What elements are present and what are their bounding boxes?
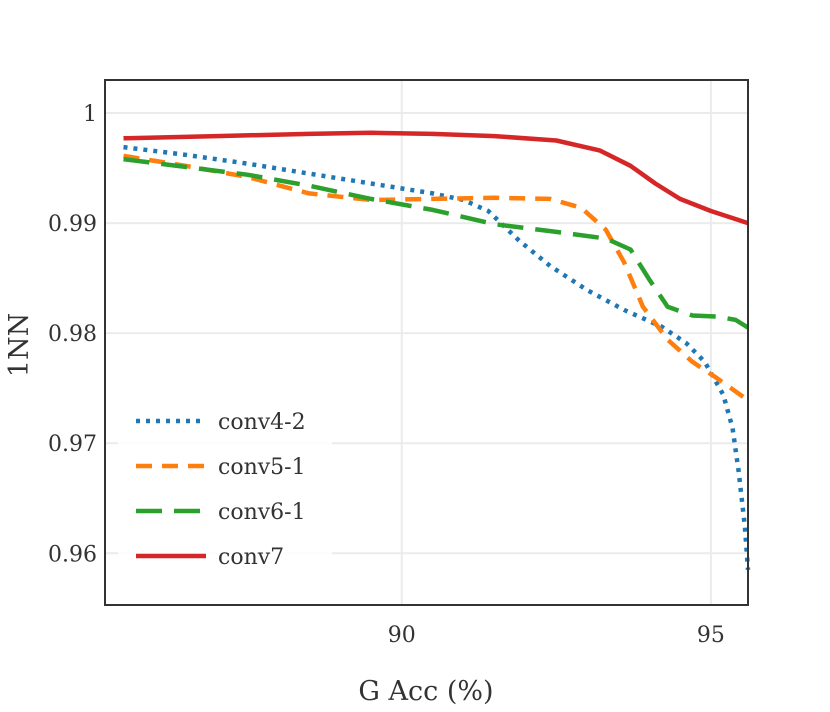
series-line-conv4-2 — [123, 144, 751, 570]
y-axis-label: 1NN — [4, 313, 35, 377]
x-tick-label: 95 — [697, 623, 725, 648]
legend-label-conv4-2: conv4-2 — [218, 410, 306, 435]
legend-label-conv5-1: conv5-1 — [218, 455, 306, 480]
legend-label-conv7: conv7 — [218, 545, 284, 570]
legend: conv4-2 conv5-1 conv6-1 conv7 — [118, 395, 332, 590]
y-tick-label: 0.98 — [48, 322, 97, 347]
series-lines — [123, 130, 751, 570]
y-tick-label: 0.97 — [48, 432, 97, 457]
x-tick-label: 90 — [388, 623, 416, 648]
plot-frame — [104, 79, 749, 606]
y-tick-label: 0.96 — [48, 542, 97, 567]
y-tick-label: 1 — [83, 102, 97, 127]
legend-label-conv6-1: conv6-1 — [218, 500, 306, 525]
series-line-conv7 — [123, 130, 749, 226]
y-axis-ticks: 0.96 0.97 0.98 0.99 1 — [48, 102, 97, 567]
series-line-conv5-1 — [123, 153, 750, 403]
series-line-conv6-1 — [123, 156, 750, 330]
y-tick-label: 0.99 — [48, 212, 97, 237]
x-axis-ticks: 90 95 — [388, 623, 725, 648]
x-axis-label: G Acc (%) — [358, 676, 493, 707]
